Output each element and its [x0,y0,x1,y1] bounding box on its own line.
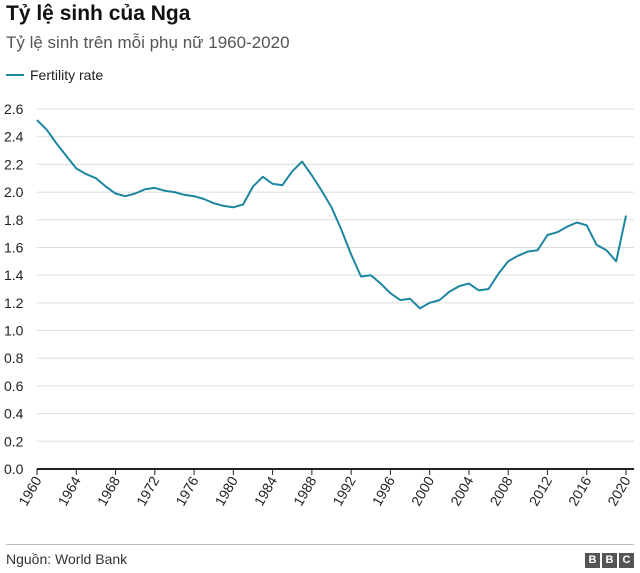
legend: Fertility rate [6,67,103,83]
chart-title: Tỷ lệ sinh của Nga [6,2,191,25]
y-tick-label: 1.6 [4,239,24,255]
x-tick-label: 2012 [526,473,556,508]
series-layer [36,119,627,310]
x-tick-label: 1988 [290,473,320,508]
x-tick-label: 2016 [565,473,595,508]
x-tick-label: 1996 [369,473,399,508]
legend-swatch [6,74,24,76]
x-tick-label: 1960 [15,473,45,508]
logo-letter: B [585,553,600,568]
line-chart: 0.0 0.2 0.4 0.6 0.8 1.0 1.2 1.4 1.6 1.8 2.0 2.2 2.4 2… [4,101,634,508]
y-tick-label: 1.4 [4,267,24,283]
grid [37,108,634,470]
y-tick-label: 0.4 [4,406,24,422]
x-tick-label: 1964 [54,473,84,508]
x-tick-label: 2008 [486,473,516,508]
y-tick-label: 2.4 [4,129,24,145]
x-tick-label: 1976 [172,473,202,508]
y-tick-label: 1.0 [4,323,24,339]
y-tick-label: 0.8 [4,350,24,366]
x-tick-label: 1992 [329,473,359,508]
footer-divider [6,544,634,545]
y-tick-label: 2.6 [4,101,24,117]
y-tick-label: 1.8 [4,212,24,228]
logo-letter: B [602,553,617,568]
bbc-logo: B B C [585,553,634,568]
y-axis-ticks: 0.0 0.2 0.4 0.6 0.8 1.0 1.2 1.4 1.6 1.8 2.0 2.2 2.4 2… [4,101,24,477]
y-tick-label: 1.2 [4,295,24,311]
logo-letter: C [619,553,634,568]
x-tick-label: 2000 [408,473,438,508]
y-tick-label: 2.0 [4,184,24,200]
y-tick-label: 0.2 [4,433,24,449]
x-tick-label: 1984 [251,473,281,508]
y-tick-label: 2.2 [4,156,24,172]
x-tick-label: 2004 [447,473,477,508]
y-tick-label: 0.0 [4,461,24,477]
x-tick-label: 1968 [94,473,124,508]
x-tick-label: 1980 [211,473,241,508]
legend-label: Fertility rate [30,67,104,83]
x-axis-ticks: 1960 1964 1968 1972 1976 1980 1984 1988 1992 1996… [15,469,634,508]
y-tick-label: 0.6 [4,378,24,394]
source-note: Nguồn: World Bank [6,551,128,567]
x-tick-label: 2020 [604,473,634,508]
x-tick-label: 1972 [133,473,163,508]
series-line-fertility-rate [36,119,627,310]
chart-subtitle: Tỷ lệ sinh trên mỗi phụ nữ 1960-2020 [6,33,290,52]
